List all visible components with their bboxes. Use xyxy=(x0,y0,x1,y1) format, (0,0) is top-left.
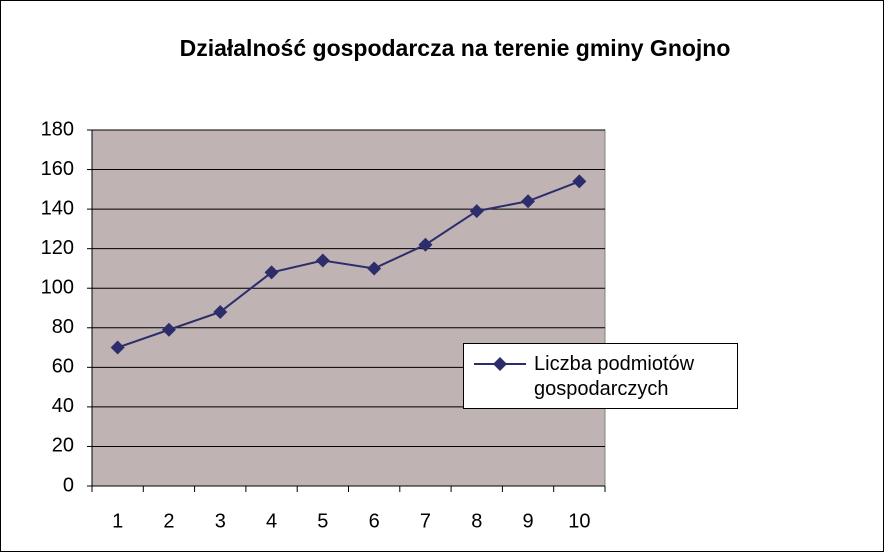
legend-marker xyxy=(493,357,507,371)
y-tick-label: 180 xyxy=(41,118,74,140)
chart-title: Działalność gospodarcza na terenie gminy… xyxy=(180,35,731,61)
data-point xyxy=(418,237,433,252)
data-point xyxy=(521,194,536,209)
x-tick-label: 7 xyxy=(420,510,431,532)
legend: Liczba podmiotów gospodarczych xyxy=(463,343,738,409)
y-tick-label: 160 xyxy=(41,158,74,180)
legend-symbol xyxy=(474,357,526,371)
x-tick-label: 3 xyxy=(215,510,226,532)
x-tick-label: 1 xyxy=(112,510,123,532)
x-tick-label: 8 xyxy=(471,510,482,532)
data-point xyxy=(469,204,484,219)
x-tick-label: 9 xyxy=(522,510,533,532)
x-tick-label: 2 xyxy=(163,510,174,532)
x-tick-label: 4 xyxy=(266,510,277,532)
y-tick-label: 20 xyxy=(52,435,74,457)
data-point xyxy=(315,253,330,268)
data-point xyxy=(264,265,279,280)
y-tick-label: 0 xyxy=(63,474,74,496)
y-tick-label: 140 xyxy=(41,197,74,219)
data-point xyxy=(213,304,228,319)
x-tick-label: 10 xyxy=(568,510,590,532)
series-line xyxy=(117,180,580,349)
x-tick-label: 6 xyxy=(369,510,380,532)
data-point xyxy=(367,261,382,276)
y-tick-label: 40 xyxy=(52,395,74,417)
plot-area xyxy=(91,129,606,487)
y-tick-label: 60 xyxy=(52,356,74,378)
legend-label: Liczba podmiotów gospodarczych xyxy=(534,353,695,400)
x-tick-label: 5 xyxy=(317,510,328,532)
y-tick-label: 80 xyxy=(52,316,74,338)
y-tick-label: 120 xyxy=(41,237,74,259)
data-point xyxy=(110,340,125,355)
data-point xyxy=(161,322,176,337)
data-point xyxy=(572,174,587,189)
y-tick-label: 100 xyxy=(41,277,74,299)
